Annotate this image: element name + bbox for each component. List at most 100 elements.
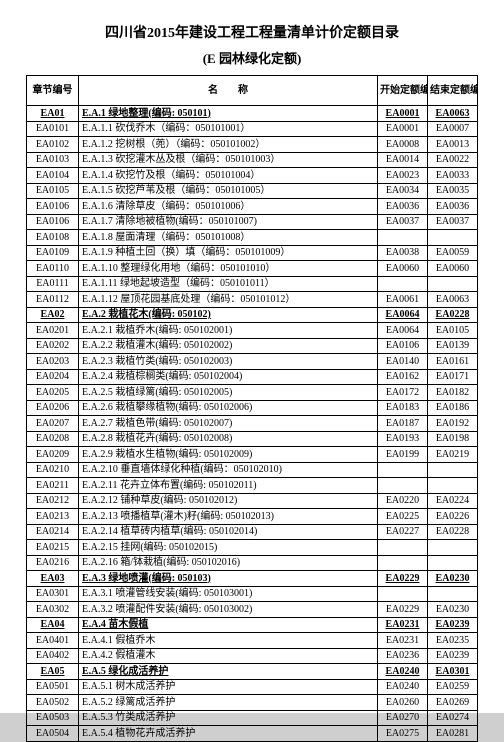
cell-code: EA0216 bbox=[27, 555, 79, 571]
cell-name: E.A.2.3 栽植竹类(编码: 050102003) bbox=[79, 354, 378, 370]
table-row: EA0215E.A.2.15 挂网(编码: 050102015) bbox=[27, 540, 478, 556]
table-row: EA0102E.A.1.2 挖树根（蔸）（编码：050101002）EA0008… bbox=[27, 137, 478, 153]
cell-code: EA0401 bbox=[27, 633, 79, 649]
table-row: EA0112E.A.1.12 屋顶花园基底处理（编码：050101012）EA0… bbox=[27, 292, 478, 308]
cell-name: E.A.2.1 栽植乔木(编码: 050102001) bbox=[79, 323, 378, 339]
cell-end: EA0063 bbox=[428, 292, 478, 308]
cell-name: E.A.5.1 树木成活养护 bbox=[79, 679, 378, 695]
cell-code: EA05 bbox=[27, 664, 79, 680]
cell-name: E.A.3 绿地喷灌(编码: 050103) bbox=[79, 571, 378, 587]
cell-code: EA0106 bbox=[27, 214, 79, 230]
cell-code: EA0108 bbox=[27, 230, 79, 246]
cell-end: EA0239 bbox=[428, 617, 478, 633]
cell-code: EA0106 bbox=[27, 199, 79, 215]
cell-start bbox=[378, 478, 428, 494]
cell-start: EA0231 bbox=[378, 617, 428, 633]
cell-code: EA0208 bbox=[27, 431, 79, 447]
doc-subtitle: (E 园林绿化定额) bbox=[26, 48, 478, 67]
cell-start: EA0034 bbox=[378, 183, 428, 199]
cell-start bbox=[378, 555, 428, 571]
cell-start bbox=[378, 462, 428, 478]
cell-start: EA0008 bbox=[378, 137, 428, 153]
cell-end: EA0301 bbox=[428, 664, 478, 680]
table-row: EA0106E.A.1.6 清除草皮（编码：050101006）EA0036EA… bbox=[27, 199, 478, 215]
cell-start: EA0001 bbox=[378, 121, 428, 137]
cell-start: EA0229 bbox=[378, 602, 428, 618]
cell-end: EA0226 bbox=[428, 509, 478, 525]
table-row: EA0203E.A.2.3 栽植竹类(编码: 050102003)EA0140E… bbox=[27, 354, 478, 370]
table-row: EA0210E.A.2.10 垂直墙体绿化种植(编码：050102010) bbox=[27, 462, 478, 478]
table-row: EA03E.A.3 绿地喷灌(编码: 050103)EA0229EA0230 bbox=[27, 571, 478, 587]
cell-end bbox=[428, 276, 478, 292]
cell-end bbox=[428, 230, 478, 246]
cell-start: EA0240 bbox=[378, 679, 428, 695]
cell-name: E.A.1.9 种植土回（换）填（编码：050101009） bbox=[79, 245, 378, 261]
table-body: EA01E.A.1 绿地整理(编码: 050101)EA0001EA0063EA… bbox=[27, 106, 478, 742]
cell-start bbox=[378, 586, 428, 602]
cell-end: EA0007 bbox=[428, 121, 478, 137]
cell-code: EA02 bbox=[27, 307, 79, 323]
cell-end: EA0036 bbox=[428, 199, 478, 215]
cell-code: EA04 bbox=[27, 617, 79, 633]
table-row: EA0302E.A.3.2 喷灌配件安装(编码: 050103002)EA022… bbox=[27, 602, 478, 618]
cell-code: EA0111 bbox=[27, 276, 79, 292]
cell-end: EA0035 bbox=[428, 183, 478, 199]
cell-end bbox=[428, 462, 478, 478]
cell-code: EA0213 bbox=[27, 509, 79, 525]
cell-start: EA0236 bbox=[378, 648, 428, 664]
cell-end: EA0224 bbox=[428, 493, 478, 509]
page: 四川省2015年建设工程工程量清单计价定额目录 (E 园林绿化定额) 章节编号 … bbox=[0, 0, 504, 713]
cell-name: E.A.5.3 竹类成活养护 bbox=[79, 710, 378, 726]
cell-code: EA0104 bbox=[27, 168, 79, 184]
cell-name: E.A.2.10 垂直墙体绿化种植(编码：050102010) bbox=[79, 462, 378, 478]
table-row: EA0503E.A.5.3 竹类成活养护EA0270EA0274 bbox=[27, 710, 478, 726]
cell-name: E.A.1.8 屋面清理（编码：050101008） bbox=[79, 230, 378, 246]
cell-start: EA0260 bbox=[378, 695, 428, 711]
cell-code: EA0210 bbox=[27, 462, 79, 478]
cell-code: EA0207 bbox=[27, 416, 79, 432]
table-row: EA0209E.A.2.9 栽植水生植物(编码: 050102009)EA019… bbox=[27, 447, 478, 463]
cell-name: E.A.2.11 花卉立体布置(编码: 050102011) bbox=[79, 478, 378, 494]
cell-name: E.A.1.4 砍挖竹及根（编码：050101004） bbox=[79, 168, 378, 184]
cell-start: EA0183 bbox=[378, 400, 428, 416]
table-row: EA0205E.A.2.5 栽植绿篱(编码: 050102005)EA0172E… bbox=[27, 385, 478, 401]
col-name: 名 称 bbox=[79, 76, 378, 106]
col-end: 结束定额编号 bbox=[428, 76, 478, 106]
cell-code: EA0110 bbox=[27, 261, 79, 277]
table-row: EA0105E.A.1.5 砍挖芦苇及根（编码：050101005）EA0034… bbox=[27, 183, 478, 199]
cell-start: EA0001 bbox=[378, 106, 428, 122]
cell-start: EA0225 bbox=[378, 509, 428, 525]
cell-code: EA0301 bbox=[27, 586, 79, 602]
table-row: EA0101E.A.1.1 砍伐乔木（编码：050101001）EA0001EA… bbox=[27, 121, 478, 137]
cell-end: EA0239 bbox=[428, 648, 478, 664]
col-chapter: 章节编号 bbox=[27, 76, 79, 106]
cell-code: EA0204 bbox=[27, 369, 79, 385]
cell-code: EA0206 bbox=[27, 400, 79, 416]
cell-start: EA0275 bbox=[378, 726, 428, 742]
cell-name: E.A.2.5 栽植绿篱(编码: 050102005) bbox=[79, 385, 378, 401]
cell-code: EA0109 bbox=[27, 245, 79, 261]
cell-name: E.A.2.12 铺种草皮(编码: 050102012) bbox=[79, 493, 378, 509]
cell-code: EA0302 bbox=[27, 602, 79, 618]
cell-name: E.A.1.7 清除地被植物(编码：050101007) bbox=[79, 214, 378, 230]
cell-end: EA0230 bbox=[428, 602, 478, 618]
cell-code: EA01 bbox=[27, 106, 79, 122]
cell-start: EA0014 bbox=[378, 152, 428, 168]
cell-name: E.A.1.11 绿地起坡造型（编码：050101011） bbox=[79, 276, 378, 292]
cell-start: EA0036 bbox=[378, 199, 428, 215]
table-row: EA0111E.A.1.11 绿地起坡造型（编码：050101011） bbox=[27, 276, 478, 292]
cell-name: E.A.2 栽植花木(编码: 050102) bbox=[79, 307, 378, 323]
cell-name: E.A.5 绿化成活养护 bbox=[79, 664, 378, 680]
cell-code: EA0501 bbox=[27, 679, 79, 695]
cell-code: EA0105 bbox=[27, 183, 79, 199]
table-row: EA0207E.A.2.7 栽植色带(编码: 050102007)EA0187E… bbox=[27, 416, 478, 432]
cell-start: EA0106 bbox=[378, 338, 428, 354]
cell-start: EA0172 bbox=[378, 385, 428, 401]
table-row: EA0103E.A.1.3 砍挖灌木丛及根（编码：050101003）EA001… bbox=[27, 152, 478, 168]
cell-start: EA0193 bbox=[378, 431, 428, 447]
cell-name: E.A.2.8 栽植花卉(编码: 050102008) bbox=[79, 431, 378, 447]
cell-code: EA0504 bbox=[27, 726, 79, 742]
cell-start: EA0023 bbox=[378, 168, 428, 184]
table-row: EA0204E.A.2.4 栽植棕榈类(编码: 050102004)EA0162… bbox=[27, 369, 478, 385]
doc-title: 四川省2015年建设工程工程量清单计价定额目录 bbox=[26, 22, 478, 42]
